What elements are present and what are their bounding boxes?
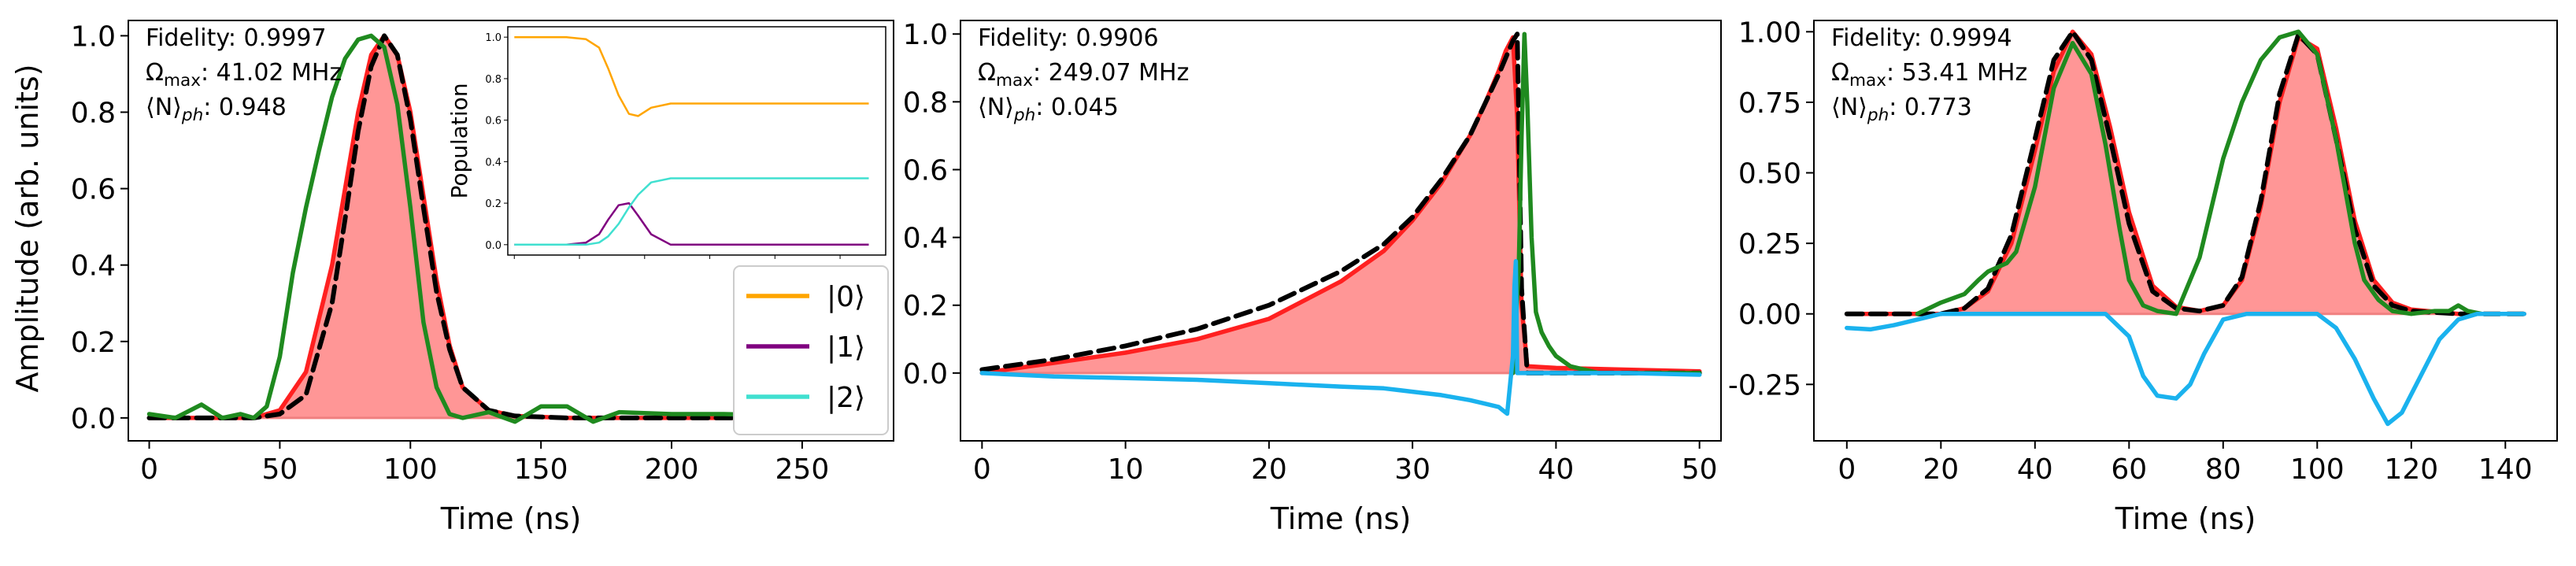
y-tick-label: 0.0 [71,403,116,435]
annotation-3: ⟨N⟩ph: 0.948 [146,94,287,125]
panel-1: 0 50 100 150 200 250 0.0 0.2 0.4 0.6 0.8 1.0 Time (n… [71,20,894,536]
annotation-2: Ωmax: 249.07 MHz [978,59,1189,91]
plot-area [1844,29,2527,427]
annotation-2: Ωmax: 53.41 MHz [1831,59,2027,91]
annotation-1: Fidelity: 0.9997 [146,24,327,52]
y-tick-label: 0.2 [71,327,116,359]
series-optimized [1915,29,2508,316]
y-tick-label: 1.0 [903,19,948,51]
y-tick-label: 0.00 [1738,299,1801,331]
y-tick-label: 0.75 [1738,87,1801,120]
y-tick-label: 0.4 [903,223,948,255]
x-tick-label: 80 [2205,453,2241,486]
x-tick-label: 20 [1251,453,1287,486]
x-axis-label: Time (ns) [2115,501,2256,536]
x-tick-label: 0 [1838,453,1856,486]
y-tick-label: 0.8 [71,98,116,130]
x-tick-label: 120 [2384,453,2438,486]
axes-frame [960,20,1722,442]
y-tick-label: 0.8 [903,87,948,119]
series-imaginary-part [1845,311,2526,427]
panel-3: 0 20 40 60 80 100 120 140 -0.25 0.00 0.25 0.50 0.75 1… [1728,17,2558,536]
x-tick-label: 200 [645,453,699,486]
axes-frame [128,20,894,442]
annotation-1: Fidelity: 0.9994 [1831,24,2012,52]
annotation-1: Fidelity: 0.9906 [978,24,1159,52]
legend-label-1: |0⟩ [827,281,865,313]
x-tick-label: 0 [140,453,158,486]
inset-ylabel: Population [446,83,472,198]
inset-y-tick-label: 0.0 [485,240,502,252]
y-tick-label: 0.0 [903,358,948,390]
legend-label-3: |2⟩ [827,382,865,414]
x-tick-label: 40 [2017,453,2053,486]
y-tick-label: 0.2 [903,290,948,323]
x-tick-label: 150 [514,453,568,486]
x-tick-label: 40 [1538,453,1574,486]
panel-2: 0 10 20 30 40 50 0.0 0.2 0.4 0.6 0.8 1.0 Time (ns) Fi… [903,19,1722,536]
annotation-3: ⟨N⟩ph: 0.773 [1831,94,1972,125]
y-tick-label: 0.50 [1738,158,1801,191]
x-tick-label: 250 [775,453,830,486]
x-tick-label: 50 [1682,453,1718,486]
figure-ylabel: Amplitude (arb. units) [10,64,45,392]
annotation-3: ⟨N⟩ph: 0.045 [978,94,1119,125]
y-tick-label: 0.4 [71,250,116,283]
inset-series-orange [514,35,869,117]
y-tick-label: 0.25 [1738,228,1801,261]
x-tick-label: 0 [973,453,991,486]
series-imaginary-part [979,259,1702,416]
y-tick-label: -0.25 [1728,369,1801,401]
x-tick-label: 100 [383,453,438,486]
inset-y-tick-label: 0.4 [485,157,502,168]
y-tick-label: 0.6 [71,174,116,206]
series-optimized [1510,31,1702,375]
x-tick-label: 100 [2290,453,2345,486]
x-tick-label: 30 [1394,453,1430,486]
inset-series-turquoise [514,177,869,246]
annotation-2: Ωmax: 41.02 MHz [146,59,342,91]
inset-y-tick-label: 0.2 [485,198,502,210]
x-axis-label: Time (ns) [1270,501,1412,536]
x-tick-label: 140 [2478,453,2533,486]
inset-y-tick-label: 0.6 [485,116,502,128]
x-tick-label: 50 [262,453,298,486]
inset-y-tick-label: 0.8 [485,74,502,86]
series-target-pulse-filled- [982,37,1700,373]
x-tick-label: 20 [1923,453,1959,486]
y-tick-label: 1.00 [1738,17,1801,49]
series-optimized [146,33,862,424]
inset-frame [507,26,886,256]
y-tick-label: 0.6 [903,154,948,187]
inset-y-tick-label: 1.0 [485,32,502,44]
legend-label-2: |1⟩ [827,331,865,364]
x-tick-label: 60 [2111,453,2147,486]
x-tick-label: 10 [1108,453,1144,486]
series-reference [1844,29,2527,316]
plot-area [979,31,1702,416]
inset-series-purple [514,202,869,246]
legend-frame [733,265,889,435]
axes-frame [1813,20,2558,442]
series-reference [979,31,1702,375]
y-tick-label: 1.0 [71,20,116,53]
x-axis-label: Time (ns) [440,501,582,536]
